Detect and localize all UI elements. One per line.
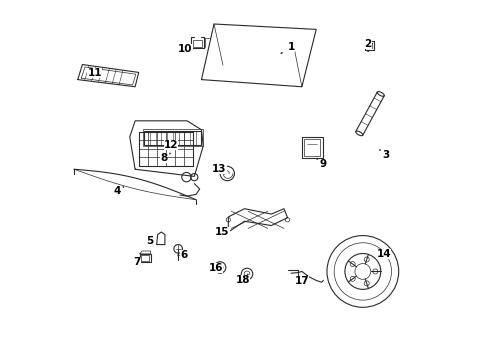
Text: 1: 1	[287, 42, 294, 52]
Bar	[142, 130, 202, 146]
Text: 9: 9	[319, 159, 326, 169]
Text: 15: 15	[215, 227, 229, 237]
Text: 14: 14	[376, 248, 390, 258]
Text: 4: 4	[113, 186, 121, 196]
Text: 11: 11	[87, 68, 102, 78]
Bar	[192, 40, 202, 46]
Text: 16: 16	[208, 263, 223, 273]
Text: 3: 3	[382, 150, 389, 160]
Text: 8: 8	[160, 153, 167, 163]
Bar	[301, 137, 322, 158]
Text: 2: 2	[364, 39, 371, 49]
Text: 7: 7	[133, 257, 141, 267]
Text: 6: 6	[180, 250, 187, 260]
Bar	[304, 139, 320, 156]
Text: 12: 12	[163, 140, 178, 150]
Text: 5: 5	[145, 236, 153, 246]
Bar	[141, 255, 149, 261]
Bar	[144, 131, 201, 145]
Bar	[140, 254, 150, 262]
Text: 10: 10	[178, 44, 192, 54]
Text: 18: 18	[235, 275, 249, 285]
Text: 13: 13	[212, 163, 226, 174]
Text: 17: 17	[294, 276, 308, 286]
